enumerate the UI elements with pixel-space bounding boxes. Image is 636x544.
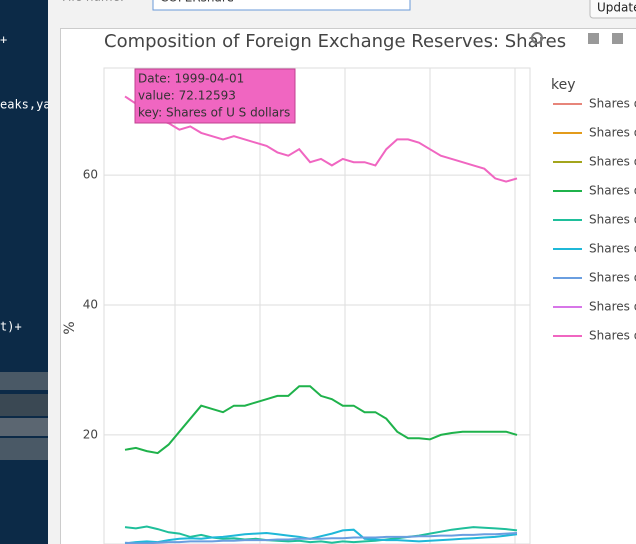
legend-label: Shares o [589, 126, 636, 140]
zoom-icon[interactable] [531, 32, 543, 44]
legend-label: Shares o [589, 300, 636, 314]
code-line: t)+ [0, 320, 22, 334]
code-line: eaks,ya [0, 98, 51, 112]
y-tick-label: 60 [83, 168, 98, 182]
tooltip: Date: 1999-04-01 value: 72.12593 key: Sh… [134, 68, 296, 124]
legend-label: Shares of U S dollars [589, 329, 636, 343]
file-label: File name: [62, 0, 124, 4]
y-axis-label: % [62, 321, 78, 334]
series-line [124, 385, 518, 455]
legend-label: Shares o [589, 155, 636, 169]
row [0, 394, 48, 416]
row [0, 372, 48, 390]
legend-title: key [551, 77, 576, 93]
row [0, 438, 48, 460]
y-tick-label: 40 [83, 298, 98, 312]
series-line [124, 525, 518, 544]
series-line [124, 528, 518, 544]
y-tick-label: 20 [83, 427, 98, 441]
legend-label: Shares o [589, 271, 636, 285]
series-line [124, 532, 518, 544]
zoom-in-icon[interactable] [588, 33, 599, 44]
tooltip-box [134, 68, 296, 124]
tooltip-line: value: 72.12593 [138, 89, 236, 103]
update-button[interactable] [589, 0, 636, 19]
row [0, 418, 48, 436]
file-value: COFERshare [160, 0, 234, 5]
tooltip-line: Date: 1999-04-01 [138, 72, 244, 86]
modebar [531, 32, 623, 44]
legend-label: Shares o [589, 97, 636, 111]
plot-area [103, 67, 531, 544]
series-line [124, 95, 518, 183]
tooltip-line: key: Shares of U S dollars [138, 106, 290, 120]
code-panel [0, 0, 48, 544]
zoom-out-icon[interactable] [612, 33, 623, 44]
legend-label: Shares o [589, 242, 636, 256]
chart-title: Composition of Foreign Exchange Reserves… [104, 31, 566, 52]
file-input[interactable] [152, 0, 411, 11]
legend-label: Shares o [589, 184, 636, 198]
legend-label: Shares o [589, 213, 636, 227]
update-label: Update [597, 1, 636, 15]
code-line: + [0, 33, 7, 47]
